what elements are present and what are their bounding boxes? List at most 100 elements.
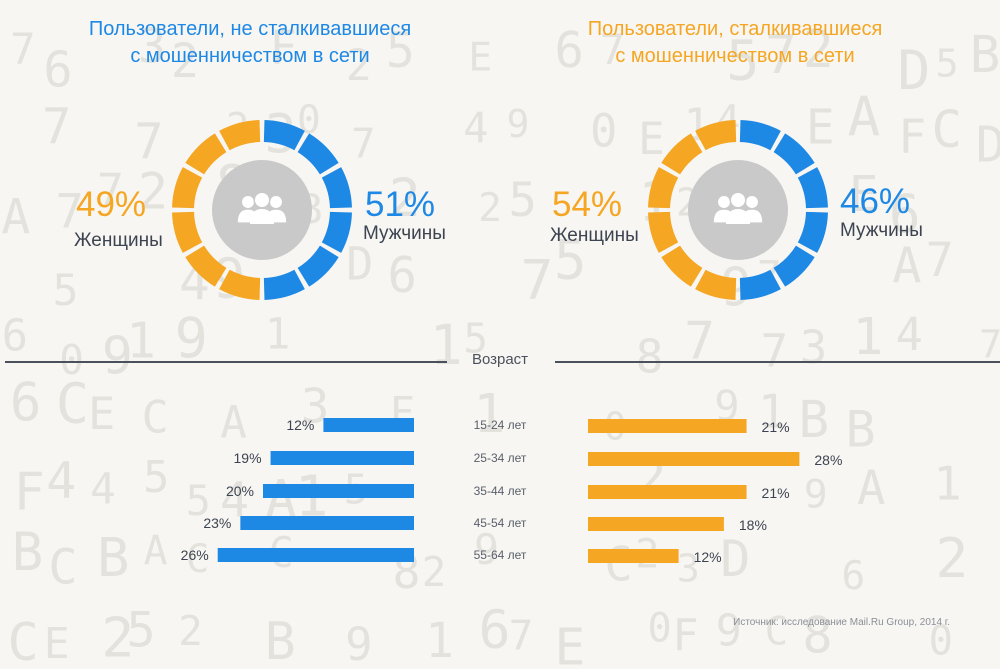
left-panel-title: Пользователи, не сталкивавшиеся с мошенн… (30, 16, 470, 70)
background-digit: 7 (600, 25, 625, 74)
bar-label-defrauded: 28% (814, 452, 842, 468)
background-digit: 7 (56, 184, 84, 239)
left-women-segment (185, 245, 227, 287)
age-category-label: 35-44 лет (474, 484, 527, 498)
background-digit: 1 (934, 457, 962, 511)
background-digit: 2 (478, 185, 502, 231)
bar-not-defrauded (217, 548, 414, 562)
right-men-segment (739, 269, 781, 300)
background-digit: 6 (841, 554, 865, 599)
age-category-label: 45-54 лет (474, 516, 527, 530)
background-digit: 9 (102, 326, 133, 386)
background-digit: A (220, 398, 247, 449)
right-women-segment (695, 120, 737, 151)
background-digit: C (7, 613, 38, 669)
background-digit: C (931, 100, 962, 159)
background-digit: E (44, 619, 70, 669)
background-digit: 9 (716, 607, 742, 657)
background-digit: 7 (351, 119, 375, 167)
bar-label-not-defrauded: 12% (286, 417, 314, 433)
background-digit: 7 (926, 234, 954, 288)
background-digit: 6 (387, 247, 416, 304)
background-digit: 2 (178, 607, 203, 655)
age-category-label: 55-64 лет (474, 548, 527, 562)
background-digit: 7 (134, 114, 163, 170)
bar-label-defrauded: 21% (762, 419, 790, 435)
background-digit: 2 (101, 605, 134, 669)
right-women-segment (661, 245, 703, 287)
background-digit: 6 (554, 22, 583, 79)
background-digit: 7 (761, 324, 789, 377)
background-digit: 9 (506, 102, 529, 146)
bar-label-not-defrauded: 19% (234, 450, 262, 466)
left-men-segment (297, 133, 339, 175)
right-women-percent: 54% (552, 185, 623, 224)
background-digit: F (672, 611, 698, 661)
right-women-segment (695, 269, 737, 300)
background-digit: A (1, 189, 30, 245)
age-category-label: 25-34 лет (474, 451, 527, 465)
divider-left (5, 361, 447, 363)
background-digit: 5 (554, 229, 587, 292)
background-digit: 5 (463, 314, 487, 362)
background-digit: 4 (90, 466, 116, 515)
bar-not-defrauded (323, 418, 414, 432)
background-digit: A (144, 528, 168, 574)
background-digit: D (346, 238, 373, 291)
right-women-segment (648, 167, 679, 209)
left-title-line2: с мошенничеством в сети (130, 45, 370, 67)
left-women-segment (172, 167, 203, 209)
right-panel-title: Пользователи, сталкивавшиеся с мошенниче… (515, 16, 955, 70)
background-digit: 7 (509, 611, 534, 659)
right-men-segment (739, 120, 781, 151)
background-digit: 7 (979, 323, 1000, 368)
bar-defrauded (588, 452, 800, 466)
background-digit: 9 (474, 525, 499, 574)
right-men-percent: 46% (840, 182, 911, 221)
background-digit: E (849, 165, 879, 223)
users-group-icon (237, 191, 287, 224)
background-digit: B (845, 400, 875, 458)
left-gender-donut (172, 120, 352, 300)
background-digit: D (976, 116, 1000, 174)
background-digit: 0 (59, 336, 84, 384)
right-gender-donut (648, 120, 828, 300)
background-digit: 5 (126, 602, 155, 658)
background-digit: C (142, 390, 169, 443)
background-digit: B (265, 612, 296, 669)
left-women-segment (172, 211, 203, 253)
background-digit: E (554, 617, 585, 669)
background-digit: D (897, 38, 930, 102)
background-digit: 2 (936, 526, 969, 590)
right-women-segment (648, 211, 679, 253)
background-digit: 7 (97, 165, 124, 217)
bar-label-not-defrauded: 23% (203, 515, 231, 531)
left-title-line1: Пользователи, не сталкивавшиеся (88, 18, 412, 40)
bar-defrauded (588, 419, 747, 433)
bar-not-defrauded (240, 516, 414, 530)
background-digit: F (14, 462, 45, 522)
background-digit: 4 (463, 104, 488, 153)
bar-label-not-defrauded: 20% (226, 483, 254, 499)
background-digit: 2 (346, 41, 372, 91)
background-digit: 1 (425, 614, 454, 669)
age-category-label: 15-24 лет (474, 418, 527, 432)
bar-defrauded (588, 549, 679, 563)
right-women-label: Женщины (550, 225, 639, 246)
bar-defrauded (588, 517, 724, 531)
background-digit: C (48, 540, 77, 596)
background-digit: 1 (430, 313, 463, 377)
left-women-segment (185, 133, 227, 175)
left-women-segment (219, 120, 261, 151)
left-women-percent: 49% (76, 185, 147, 224)
users-group-icon (713, 191, 763, 224)
bar-label-defrauded: 12% (694, 549, 722, 565)
background-digit: 5 (53, 266, 79, 316)
background-digit: 7 (10, 24, 36, 73)
background-digit: 5 (186, 476, 211, 525)
left-men-label: Мужчины (363, 223, 446, 244)
background-digit: D (720, 530, 750, 588)
background-digit: 1 (852, 308, 883, 367)
background-digit: 1 (265, 310, 291, 359)
right-women-segment (661, 133, 703, 175)
